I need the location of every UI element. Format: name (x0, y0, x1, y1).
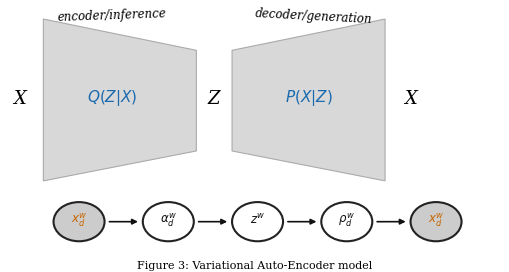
Text: $\alpha_d^w$: $\alpha_d^w$ (159, 212, 177, 229)
Text: decoder/generation: decoder/generation (254, 7, 372, 26)
Text: $Q(Z|X)$: $Q(Z|X)$ (87, 88, 137, 108)
Text: Figure 3: Variational Auto-Encoder model: Figure 3: Variational Auto-Encoder model (137, 261, 372, 271)
Ellipse shape (232, 202, 282, 241)
Ellipse shape (143, 202, 193, 241)
Ellipse shape (53, 202, 104, 241)
Polygon shape (43, 19, 196, 181)
Ellipse shape (410, 202, 461, 241)
Polygon shape (232, 19, 384, 181)
Text: $P(X|Z)$: $P(X|Z)$ (284, 88, 332, 108)
Text: $z^w$: $z^w$ (249, 213, 265, 227)
Text: $\rho_d^w$: $\rho_d^w$ (338, 212, 354, 229)
Text: Z: Z (208, 90, 220, 108)
Text: encoder/inference: encoder/inference (58, 7, 166, 24)
Ellipse shape (321, 202, 372, 241)
Text: X: X (13, 90, 26, 108)
Text: $x_d^w$: $x_d^w$ (427, 212, 443, 229)
Text: X: X (403, 90, 416, 108)
Text: $x_d^w$: $x_d^w$ (71, 212, 87, 229)
